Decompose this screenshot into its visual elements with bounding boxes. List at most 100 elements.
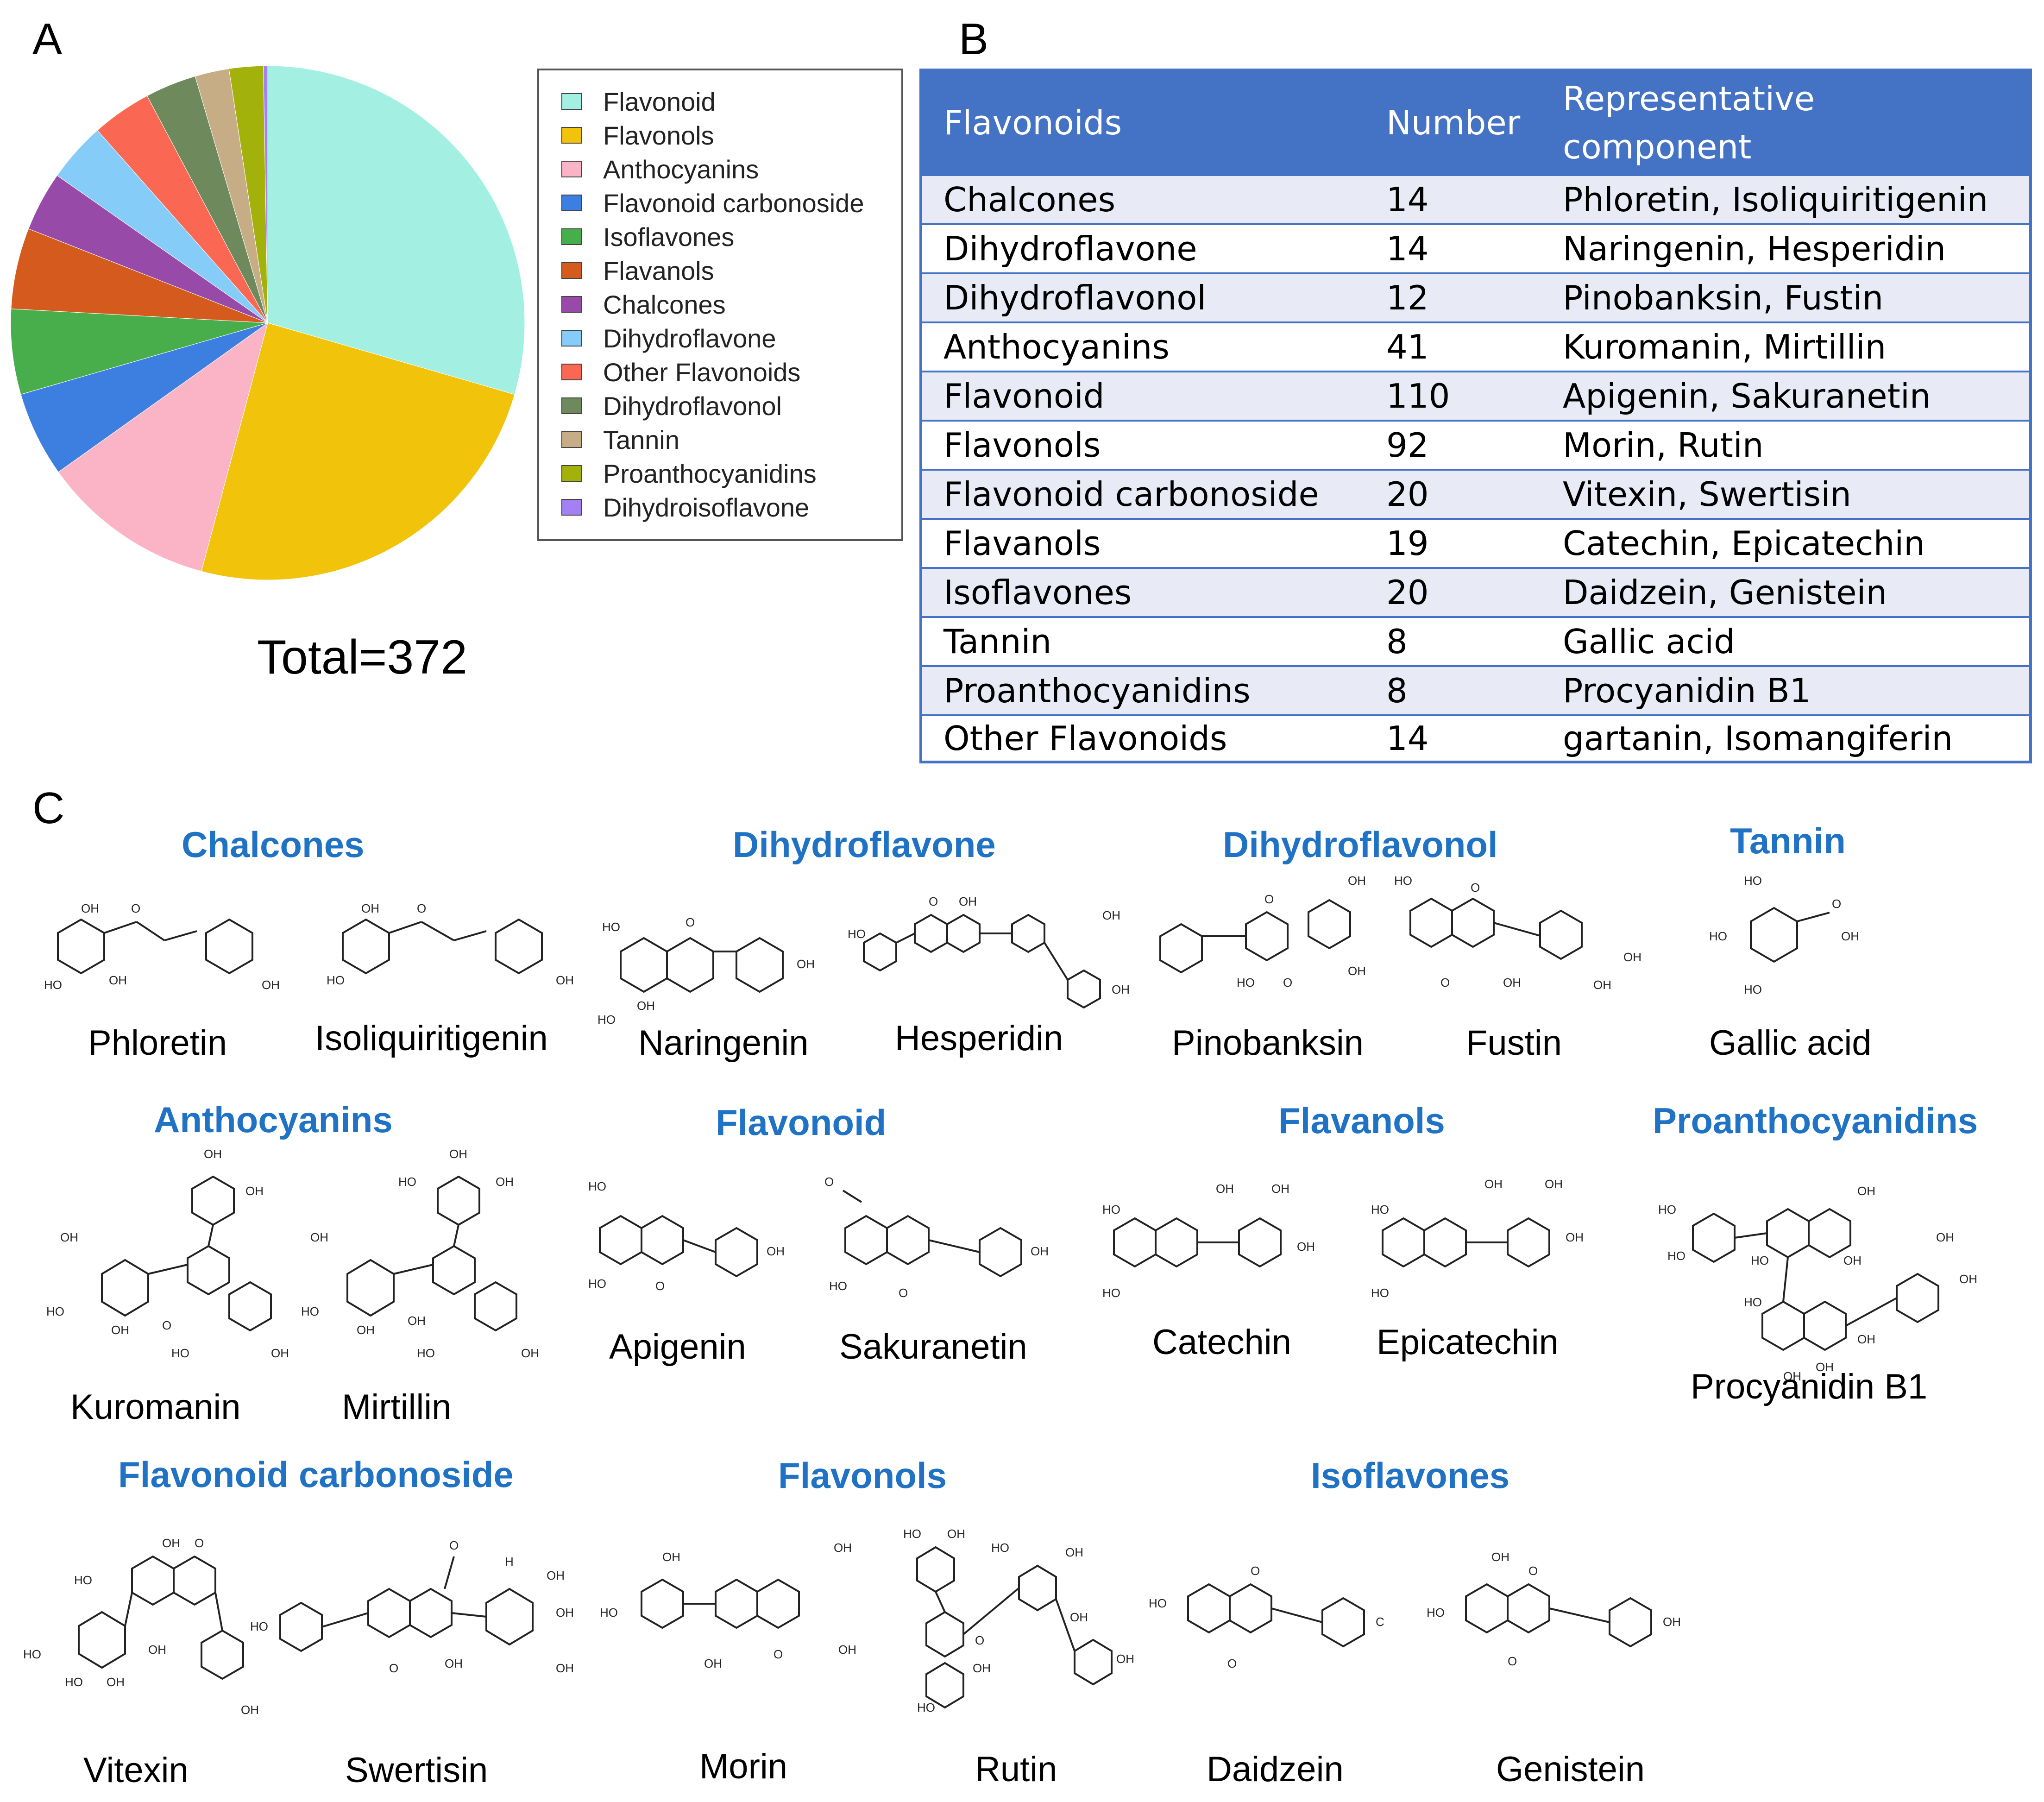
- svg-text:OH: OH: [496, 1175, 514, 1189]
- svg-text:O: O: [417, 901, 426, 915]
- svg-text:OH: OH: [1783, 1369, 1801, 1383]
- svg-text:HO: HO: [1744, 1295, 1762, 1309]
- svg-text:OH: OH: [1959, 1272, 1977, 1286]
- svg-text:OH: OH: [1112, 983, 1130, 996]
- table-header: Flavonoids Number Representative componen…: [922, 71, 2029, 174]
- legend-item: Flavonoid: [561, 85, 716, 118]
- svg-text:OH: OH: [1271, 1182, 1289, 1196]
- pie-chart: [10, 65, 525, 580]
- table-row: Dihydroflavonol 12 Pinobanksin, Fustin: [922, 272, 2029, 321]
- cell-number: 20: [1386, 475, 1429, 514]
- svg-text:HO: HO: [1237, 976, 1255, 989]
- structure-apigenin: HO HO O OH: [579, 1172, 838, 1313]
- svg-text:HO: HO: [1371, 1286, 1389, 1300]
- compound-name-isoliquiritigenin: Isoliquiritigenin: [315, 1019, 548, 1058]
- cell-number: 8: [1386, 622, 1408, 661]
- legend-swatch: [561, 93, 582, 110]
- svg-text:OH: OH: [1484, 1177, 1503, 1191]
- compound-name-sakuranetin: Sakuranetin: [839, 1327, 1027, 1367]
- structure-morin: HO OH OH OH O OH: [593, 1533, 862, 1689]
- svg-text:OH: OH: [1065, 1545, 1083, 1559]
- svg-text:HO: HO: [1744, 874, 1762, 888]
- legend-item: Flavonols: [561, 119, 714, 151]
- svg-text:OH: OH: [271, 1346, 289, 1360]
- cell-number: 19: [1386, 524, 1429, 563]
- svg-text:OH: OH: [1843, 1254, 1862, 1267]
- cell-component: gartanin, Isomangiferin: [1563, 719, 1953, 758]
- svg-text:OH: OH: [521, 1346, 539, 1360]
- legend-item: Dihydroisoflavone: [561, 491, 809, 523]
- cell-number: 14: [1386, 719, 1429, 758]
- svg-text:O: O: [1508, 1654, 1517, 1668]
- svg-text:OH: OH: [1816, 1360, 1834, 1374]
- svg-text:OH: OH: [1841, 929, 1859, 943]
- legend-label: Dihydroflavone: [603, 323, 776, 353]
- svg-text:OH: OH: [556, 973, 574, 987]
- header-number: Number: [1386, 103, 1521, 142]
- svg-text:O: O: [1471, 881, 1480, 895]
- cell-component: Pinobanksin, Fustin: [1563, 278, 1884, 317]
- compound-name-kuromanin: Kuromanin: [70, 1387, 241, 1427]
- cell-number: 20: [1386, 573, 1429, 612]
- compound-name-daidzein: Daidzein: [1207, 1750, 1344, 1789]
- pie-slice-flavonoid-carbonoside: [20, 322, 268, 473]
- cell-name: Flavonoid: [943, 377, 1105, 416]
- svg-text:OH: OH: [148, 1643, 166, 1657]
- cell-component: Catechin, Epicatechin: [1563, 524, 1925, 563]
- svg-text:C: C: [1376, 1615, 1384, 1629]
- structure-gallic-acid: HO HO O OH HO: [1704, 871, 1899, 1008]
- panel-label-a: A: [32, 14, 63, 64]
- cell-name: Other Flavonoids: [943, 719, 1227, 758]
- pie-slice-flavonoid: [267, 65, 525, 395]
- svg-text:HO: HO: [327, 973, 345, 987]
- legend-label: Isoflavones: [603, 222, 735, 252]
- svg-text:OH: OH: [1070, 1610, 1088, 1624]
- structure-rutin: HO OH HO OH OH O OH OH HO: [894, 1527, 1153, 1716]
- svg-text:O: O: [1227, 1657, 1237, 1670]
- cell-component: Gallic acid: [1563, 622, 1735, 661]
- header-line: component: [1563, 127, 1752, 166]
- group-title-flavonoid-carbonoside: Flavonoid carbonoside: [118, 1454, 514, 1495]
- legend-label: Flavonoid: [603, 87, 716, 116]
- svg-text:HO: HO: [398, 1175, 416, 1189]
- svg-text:OH: OH: [556, 1661, 574, 1675]
- group-title-dihydroflavonol: Dihydroflavonol: [1223, 824, 1498, 865]
- structure-hesperidin: HO O OH OH OH: [843, 882, 1135, 1024]
- compound-name-morin: Morin: [699, 1747, 788, 1786]
- cell-number: 8: [1386, 671, 1408, 710]
- svg-text:OH: OH: [947, 1527, 965, 1541]
- structure-sakuranetin: O HO O OH: [806, 1172, 1084, 1313]
- cell-component: Vitexin, Swertisin: [1563, 475, 1851, 514]
- svg-text:HO: HO: [171, 1346, 189, 1360]
- flavonoid-table: Flavonoids Number Representative componen…: [919, 69, 2032, 763]
- svg-text:HO: HO: [597, 1013, 616, 1027]
- compound-name-gallic-acid: Gallic acid: [1709, 1023, 1872, 1063]
- svg-text:O: O: [449, 1538, 459, 1552]
- group-title-anthocyanins: Anthocyanins: [154, 1099, 393, 1140]
- svg-text:O: O: [929, 895, 938, 908]
- panel-label-b: B: [959, 14, 989, 64]
- svg-text:HO: HO: [1658, 1203, 1676, 1216]
- cell-component: Kuromanin, Mirtillin: [1563, 328, 1887, 366]
- legend-label: Flavanols: [603, 256, 714, 285]
- svg-text:OH: OH: [109, 973, 127, 987]
- svg-text:HO: HO: [588, 1277, 606, 1291]
- cell-name: Flavonoid carbonoside: [943, 475, 1319, 514]
- cell-name: Isoflavones: [943, 573, 1132, 612]
- svg-text:HO: HO: [1149, 1596, 1167, 1610]
- header-flavonoids: Flavonoids: [943, 103, 1122, 142]
- svg-text:HO: HO: [44, 978, 62, 992]
- compound-name-naringenin: Naringenin: [638, 1023, 809, 1063]
- svg-text:OH: OH: [357, 1323, 375, 1337]
- svg-text:HO: HO: [46, 1304, 64, 1318]
- legend-label: Proanthocyanidins: [603, 459, 817, 488]
- cell-name: Flavonols: [943, 426, 1101, 465]
- svg-text:HO: HO: [1102, 1286, 1120, 1300]
- legend-label: Chalcones: [603, 290, 726, 319]
- legend-label: Flavonols: [603, 120, 714, 150]
- structure-procyanidin-b1: HO HO OH HO OH HO OH OH OH OH OH: [1658, 1167, 2010, 1401]
- svg-text:OH: OH: [547, 1569, 565, 1582]
- table-row: Flavonoid 110 Apigenin, Sakuranetin: [922, 371, 2029, 420]
- table-row: Proanthocyanidins 8 Procyanidin B1: [922, 665, 2029, 714]
- cell-number: 14: [1386, 229, 1429, 268]
